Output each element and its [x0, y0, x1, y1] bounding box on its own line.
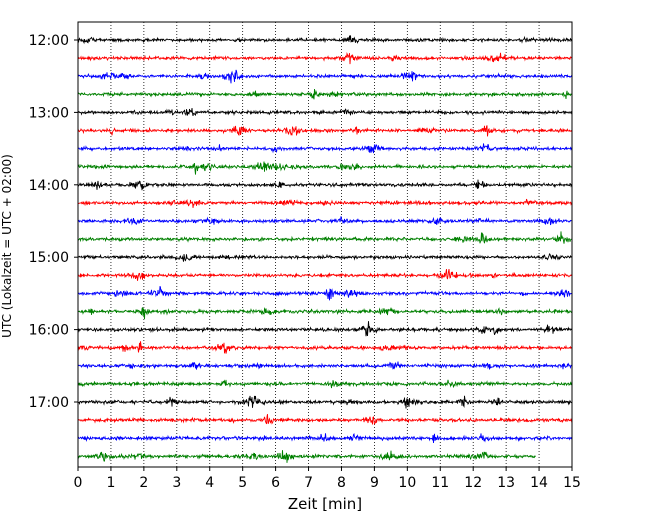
trace-line: [77, 161, 573, 175]
x-tick-label: 2: [139, 475, 148, 491]
trace-line: [77, 216, 573, 226]
x-tick-label: 4: [205, 475, 214, 491]
y-tick-label: 14:00: [29, 178, 69, 194]
trace-line: [77, 88, 573, 100]
x-tick-label: 0: [74, 475, 83, 491]
trace-line: [77, 231, 573, 244]
trace-line: [77, 179, 573, 191]
x-tick-label: 11: [431, 475, 449, 491]
x-tick-label: 8: [337, 475, 346, 491]
trace-line: [77, 307, 573, 320]
plot-frame: [77, 21, 573, 468]
x-tick-label: 15: [563, 475, 581, 491]
trace-line: [77, 69, 573, 84]
trace-line: [77, 51, 573, 65]
y-tick-label: 17:00: [29, 395, 69, 411]
x-tick-label: 5: [238, 475, 247, 491]
x-tick-label: 3: [172, 475, 181, 491]
trace-line: [77, 450, 536, 463]
x-tick-label: 6: [271, 475, 280, 491]
trace-line: [77, 125, 573, 137]
y-axis: 12:00 13:00 14:00 15:00 16:00 17:00: [29, 33, 78, 411]
trace-line: [77, 341, 573, 354]
trace-line: [77, 433, 573, 444]
y-tick-label: 13:00: [29, 105, 69, 121]
y-tick-label: 15:00: [29, 250, 69, 266]
trace-line: [78, 198, 573, 208]
trace-line: [77, 285, 573, 301]
trace-group: [77, 35, 573, 463]
trace-line: [77, 107, 573, 117]
trace-line: [77, 414, 573, 425]
x-tick-label: 1: [106, 475, 115, 491]
y-axis-label: UTC (Lokalzeit = UTC + 02:00): [0, 154, 14, 338]
trace-line: [77, 269, 573, 281]
x-axis: 0 1 2 3 4 5 6 7 8 9 10 11 12 13 14 15: [74, 467, 581, 491]
trace-line: [77, 379, 573, 389]
trace-line: [77, 361, 573, 370]
trace-line: [77, 143, 573, 154]
grid-lines: [110, 22, 540, 467]
trace-line: [77, 253, 573, 262]
x-tick-label: 10: [398, 475, 416, 491]
x-tick-label: 12: [464, 475, 482, 491]
x-tick-label: 9: [370, 475, 379, 491]
x-axis-label: Zeit [min]: [288, 495, 362, 513]
x-tick-label: 13: [497, 475, 515, 491]
trace-line: [77, 321, 573, 337]
y-tick-label: 12:00: [29, 33, 69, 49]
trace-line: [77, 35, 573, 45]
x-tick-label: 7: [304, 475, 313, 491]
trace-line: [77, 395, 573, 409]
y-tick-label: 16:00: [29, 323, 69, 339]
x-tick-label: 14: [530, 475, 548, 491]
